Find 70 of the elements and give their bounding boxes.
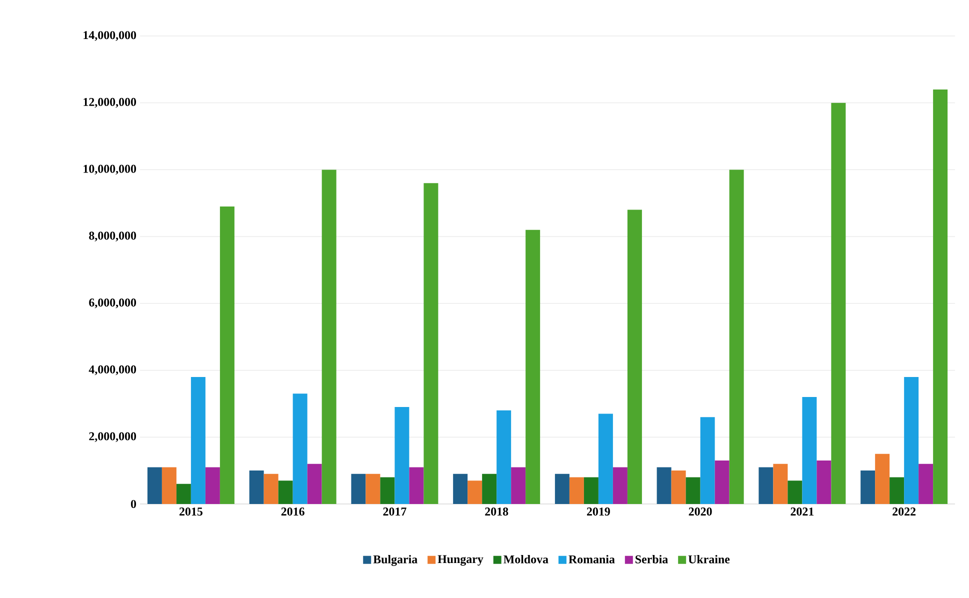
bar xyxy=(220,206,234,504)
bar xyxy=(322,170,336,504)
bar xyxy=(773,464,788,504)
bar xyxy=(264,474,278,504)
bar xyxy=(627,210,642,504)
bar xyxy=(453,474,468,504)
bar xyxy=(875,454,890,504)
bar xyxy=(802,397,817,504)
bar xyxy=(307,464,322,504)
bar xyxy=(569,477,584,504)
legend-label: Serbia xyxy=(636,554,668,564)
bar xyxy=(394,407,410,504)
y-tick-label: 8,000,000 xyxy=(89,232,136,242)
bar xyxy=(860,470,876,504)
bar xyxy=(788,480,802,504)
y-tick-label: 6,000,000 xyxy=(89,298,136,308)
bar xyxy=(468,480,482,504)
x-tick-label: 2015 xyxy=(179,508,202,516)
y-tick-label: 4,000,000 xyxy=(88,365,136,376)
bar xyxy=(890,477,904,504)
legend-label: Moldova xyxy=(504,554,548,564)
bar xyxy=(176,484,191,504)
legend-label: Bulgaria xyxy=(373,554,418,566)
legend-label: Ukraine xyxy=(688,554,730,564)
bar xyxy=(816,460,832,504)
legend-label: Hungary xyxy=(438,555,484,566)
bar xyxy=(482,474,497,504)
bar xyxy=(526,230,540,504)
bar xyxy=(656,467,672,504)
bar xyxy=(671,470,686,504)
legend-label: Romania xyxy=(568,554,615,564)
x-tick-label: 2016 xyxy=(281,508,304,516)
bar xyxy=(904,376,919,504)
y-tick-label: 0 xyxy=(130,500,136,508)
bar xyxy=(700,417,715,504)
bar xyxy=(147,467,162,504)
x-tick-label: 2022 xyxy=(892,508,916,516)
bar xyxy=(380,477,395,504)
bar xyxy=(686,477,700,504)
bar xyxy=(831,102,846,504)
bar xyxy=(249,470,264,504)
bar xyxy=(292,394,308,504)
x-tick-label: 2018 xyxy=(485,508,508,516)
bar xyxy=(758,467,774,504)
bar xyxy=(409,467,424,504)
bar xyxy=(554,474,570,504)
bar xyxy=(424,183,438,504)
bar xyxy=(205,467,220,504)
bar xyxy=(918,464,934,504)
bar xyxy=(496,410,512,504)
y-tick-label: 14,000,000 xyxy=(84,31,136,41)
y-tick-label: 12,000,000 xyxy=(84,98,136,108)
bar xyxy=(714,460,730,504)
bar xyxy=(584,477,598,504)
x-tick-label: 2021 xyxy=(790,508,814,516)
bar xyxy=(162,467,176,504)
x-tick-label: 2020 xyxy=(688,508,712,516)
bar xyxy=(351,474,366,504)
y-tick-label: 2,000,000 xyxy=(89,432,136,442)
bar xyxy=(511,467,526,504)
bar xyxy=(598,414,613,504)
bar xyxy=(190,376,206,504)
bar xyxy=(933,89,948,504)
bar xyxy=(278,480,293,504)
x-tick-label: 2019 xyxy=(586,508,610,516)
x-tick-label: 2017 xyxy=(383,508,406,516)
bar xyxy=(729,170,744,504)
y-tick-label: 10,000,000 xyxy=(84,164,136,175)
bar xyxy=(612,467,628,504)
bar xyxy=(366,474,380,504)
